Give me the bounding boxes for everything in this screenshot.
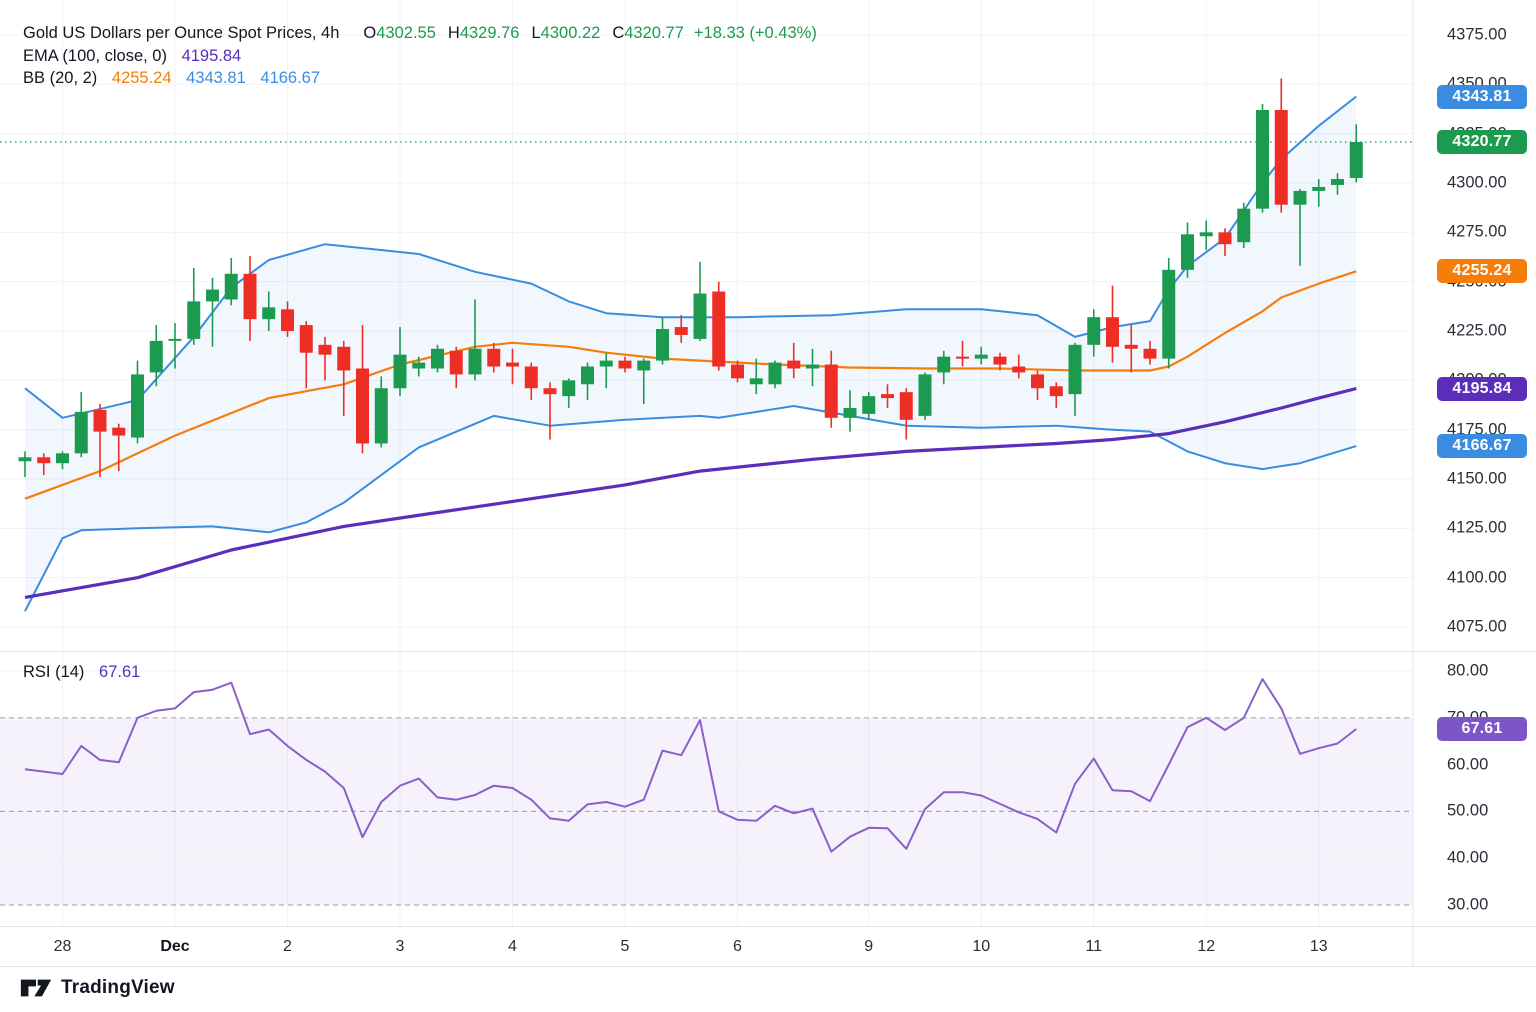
time-axis-label: Dec: [160, 938, 190, 955]
rsi-axis-label: 60.00: [1447, 755, 1489, 774]
open-label: O: [363, 24, 377, 42]
price-chip: 4320.77: [1437, 130, 1527, 154]
close-value: 4320.77: [624, 24, 684, 42]
close-label: C: [612, 24, 625, 42]
price-chip: 4343.81: [1437, 84, 1527, 109]
ema-value: 4195.84: [181, 46, 242, 65]
low-value: 4300.22: [540, 24, 601, 42]
footer: TradingView: [20, 976, 175, 1000]
rsi-legend: RSI (14) 67.61: [23, 663, 140, 682]
time-axis-label: 10: [972, 938, 991, 955]
rsi-value: 67.61: [99, 663, 141, 681]
high-value: 4329.76: [459, 24, 520, 42]
price-axis-label: 4175.00: [1447, 420, 1507, 439]
time-axis-label: 13: [1309, 938, 1328, 955]
price-axis-label: 4275.00: [1447, 222, 1507, 241]
bb-lower-value: 4166.67: [260, 69, 321, 87]
price-axis-label: 4375.00: [1447, 25, 1507, 44]
tradingview-logo-icon[interactable]: [20, 976, 52, 1000]
price-axis-label: 4100.00: [1447, 568, 1507, 587]
price-axis-label: 4150.00: [1447, 469, 1507, 488]
symbol-ohlc-row: Gold US Dollars per Ounce Spot Prices, 4…: [23, 22, 817, 45]
time-axis-label: 4: [508, 938, 517, 955]
bb-upper-value: 4343.81: [186, 69, 246, 87]
rsi-axis-label: 80.00: [1447, 661, 1489, 680]
price-chip: 4195.84: [1437, 376, 1527, 401]
open-value: 4302.55: [376, 24, 436, 42]
time-axis-label: 12: [1197, 938, 1216, 955]
high-label: H: [447, 24, 460, 42]
time-axis-label: 5: [620, 938, 630, 955]
time-axis-label: 28: [53, 938, 72, 955]
time-axis-label: 9: [864, 938, 874, 955]
change-value: +18.33 (+0.43%): [693, 24, 817, 42]
rsi-value-chip: 67.61: [1437, 716, 1527, 741]
price-axis-label: 4125.00: [1447, 518, 1507, 537]
symbol-title: Gold US Dollars per Ounce Spot Prices, 4…: [23, 24, 340, 42]
price-axis-label: 4075.00: [1447, 617, 1507, 636]
time-axis-label: 11: [1085, 938, 1103, 955]
ema-legend-row: EMA (100, close, 0) 4195.84: [23, 45, 817, 68]
rsi-axis-label: 30.00: [1447, 895, 1489, 914]
rsi-axis-label: 50.00: [1447, 801, 1489, 820]
bb-basis-value: 4255.24: [111, 69, 172, 87]
rsi-axis-label: 40.00: [1447, 848, 1489, 867]
price-axis-label: 4300.00: [1447, 173, 1507, 192]
bb-legend-row: BB (20, 2) 4255.24 4343.81 4166.67: [23, 67, 817, 90]
bb-label: BB (20, 2): [23, 69, 98, 87]
rsi-label: RSI (14): [23, 663, 85, 681]
low-label: L: [531, 24, 541, 42]
price-legend: Gold US Dollars per Ounce Spot Prices, 4…: [23, 22, 817, 90]
time-axis-label: 6: [733, 938, 742, 955]
price-chip: 4166.67: [1437, 434, 1527, 459]
tradingview-brand[interactable]: TradingView: [61, 977, 175, 998]
price-chip: 4255.24: [1437, 259, 1527, 284]
time-axis-label: 3: [395, 938, 405, 955]
price-axis-label: 4225.00: [1447, 321, 1507, 340]
ema-label: EMA (100, close, 0): [23, 46, 167, 65]
time-axis-label: 2: [283, 938, 292, 955]
